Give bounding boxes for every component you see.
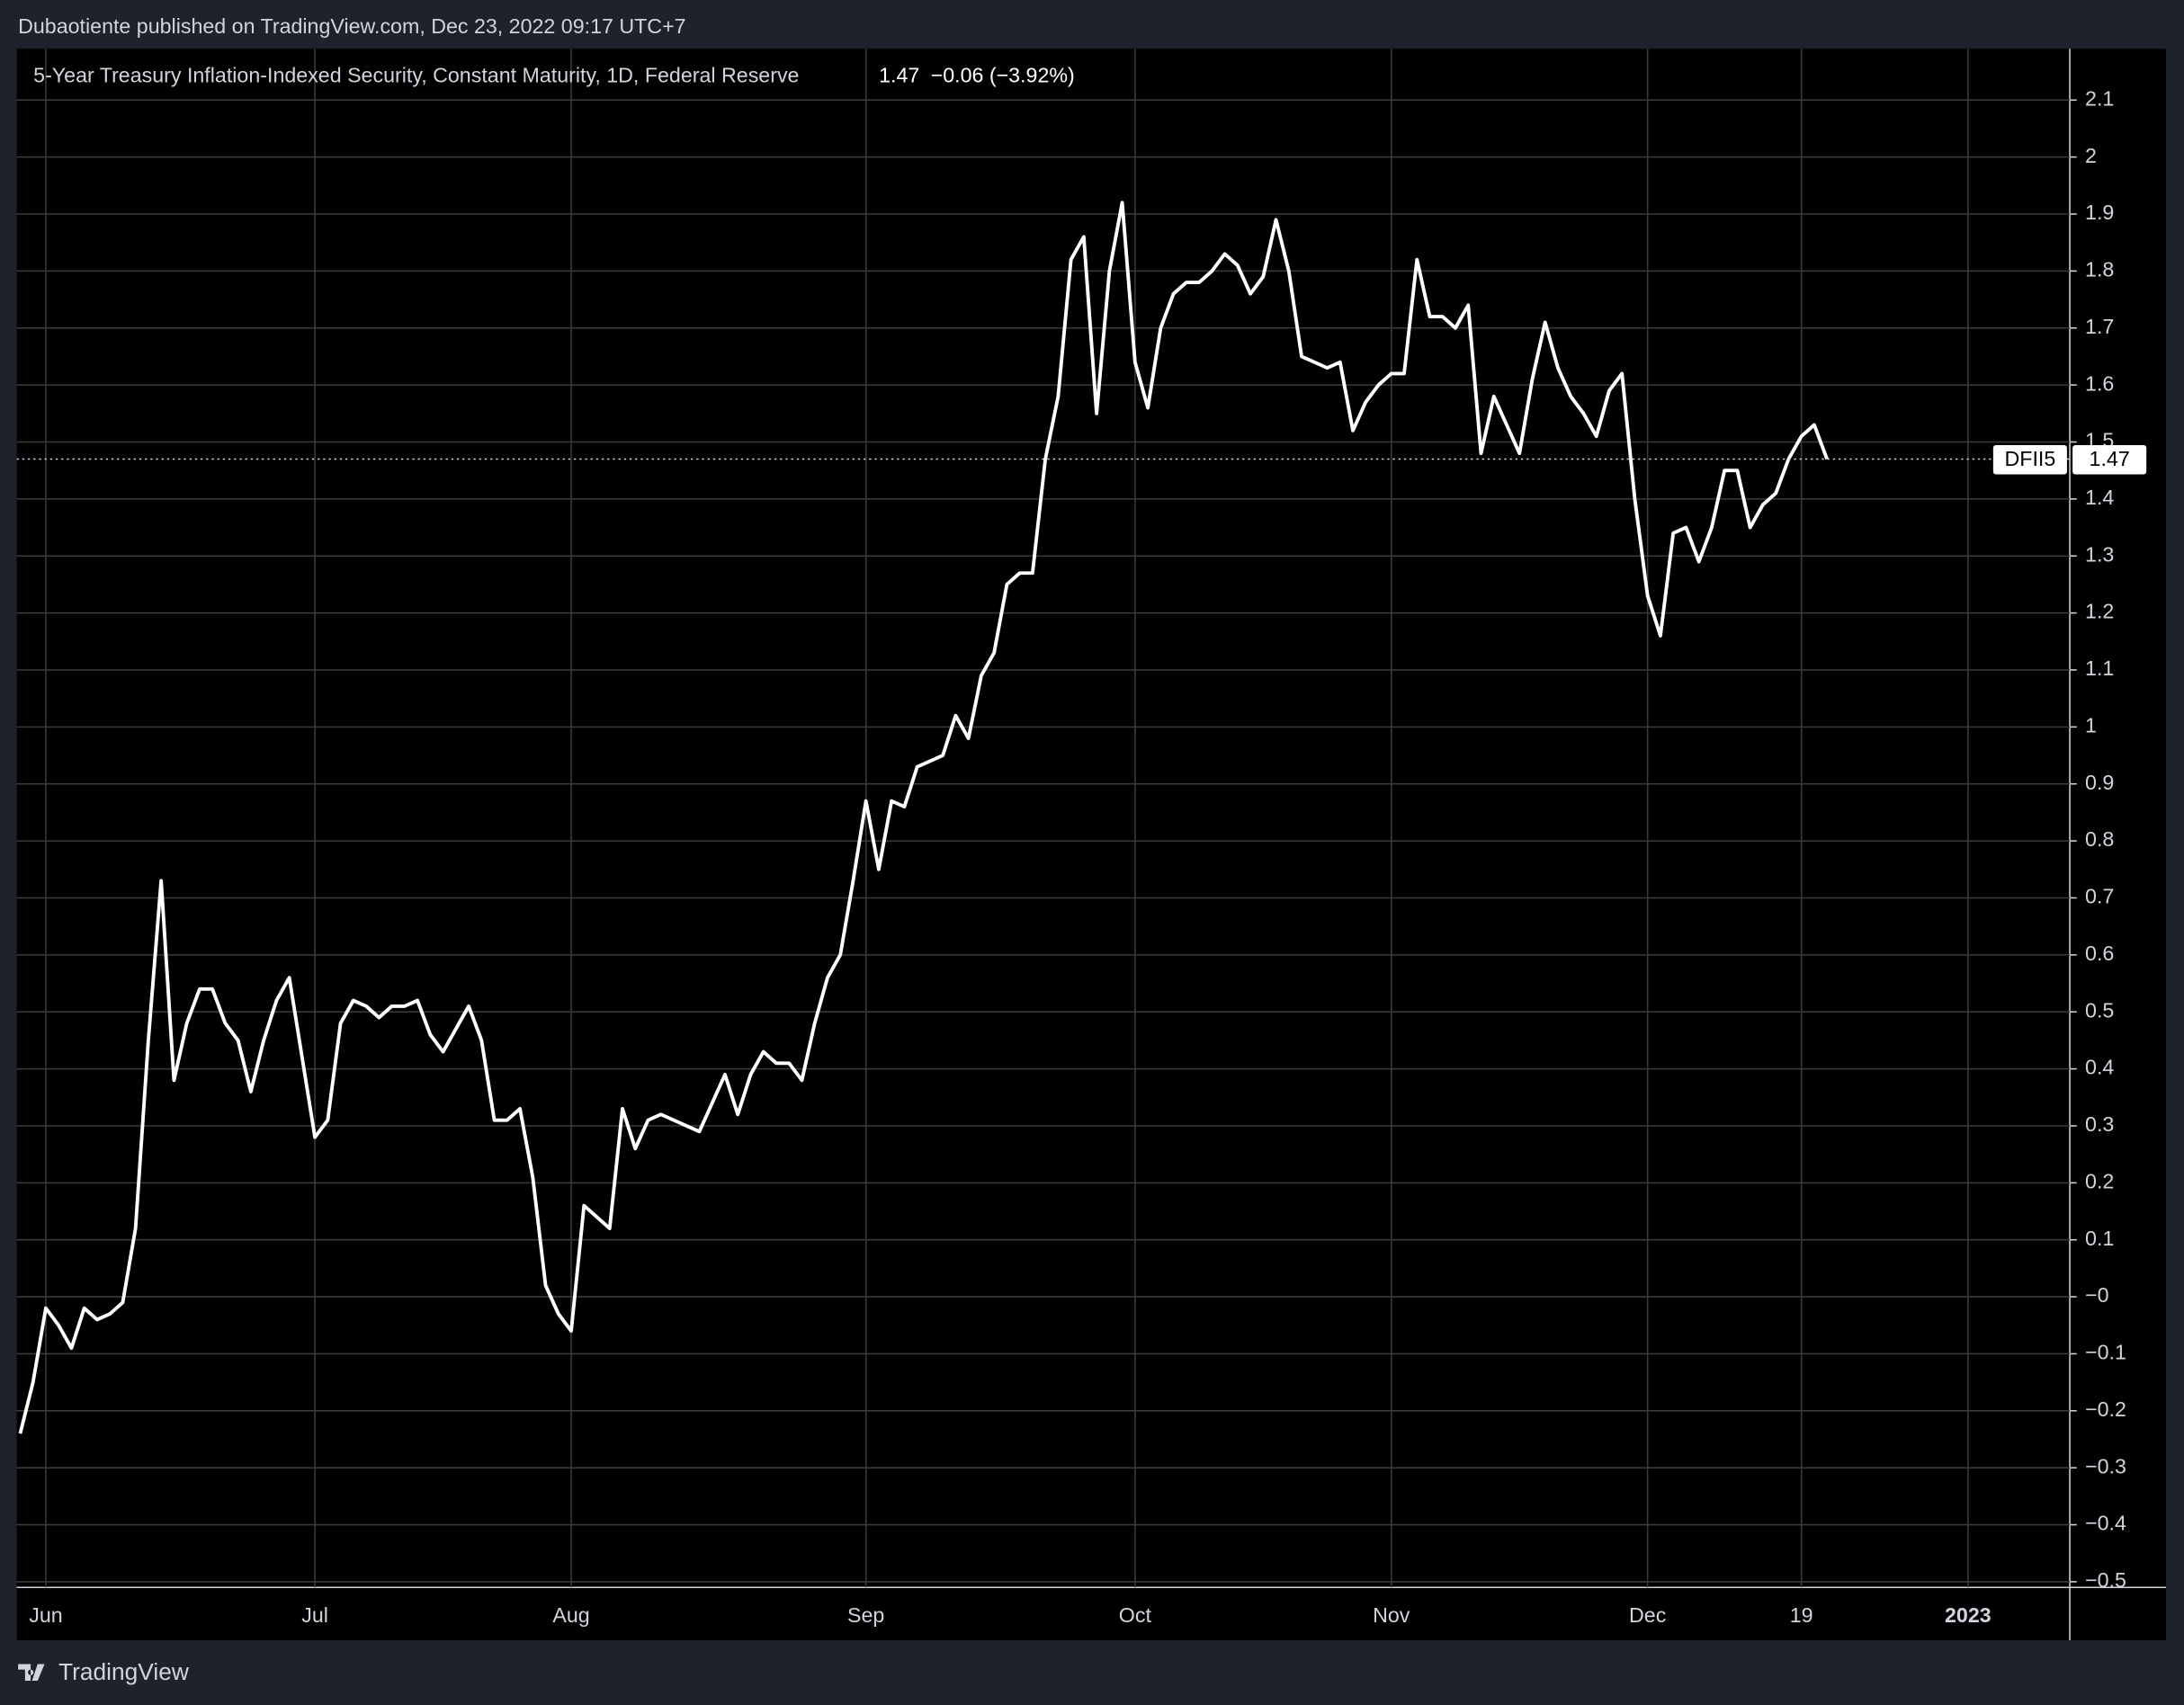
y-tick-label: −0 — [2085, 1283, 2108, 1307]
x-tick-label: Oct — [1119, 1603, 1152, 1627]
price-tag — [2072, 445, 2147, 475]
x-tick-label: Jul — [301, 1603, 328, 1627]
y-tick-label: 2 — [2085, 144, 2097, 167]
y-tick-label: 1.8 — [2085, 258, 2114, 281]
y-tick-label: 1.2 — [2085, 600, 2114, 623]
y-tick-label: −0.4 — [2085, 1512, 2126, 1535]
x-tick-label: 19 — [1790, 1603, 1813, 1627]
x-tick-label: Aug — [552, 1603, 589, 1627]
logo-icon — [18, 1664, 45, 1682]
y-tick-label: 0.3 — [2085, 1112, 2114, 1136]
y-tick-label: 1.9 — [2085, 201, 2114, 224]
y-tick-label: 0.8 — [2085, 827, 2114, 851]
y-tick-label: 1.6 — [2085, 371, 2114, 395]
change: −0.06 (−3.92%) — [931, 63, 1075, 86]
x-tick-label: Sep — [847, 1603, 884, 1627]
y-tick-label: 0.1 — [2085, 1227, 2114, 1250]
y-tick-label: −0.1 — [2085, 1341, 2126, 1364]
symbol-tag — [1992, 445, 2067, 475]
y-tick-label: 1 — [2085, 713, 2097, 736]
time-axis — [16, 1587, 2071, 1641]
y-tick-label: 1.4 — [2085, 486, 2114, 509]
y-tick-label: 0.6 — [2085, 942, 2114, 965]
brand: TradingView — [58, 1658, 190, 1685]
y-tick-label: 0.2 — [2085, 1169, 2114, 1192]
series-line — [18, 201, 1829, 1434]
y-tick-label: 0.4 — [2085, 1056, 2114, 1079]
y-tick-label: 0.7 — [2085, 885, 2114, 908]
y-tick-label: −0.2 — [2085, 1397, 2126, 1421]
y-tick-label: −0.3 — [2085, 1454, 2126, 1477]
publish-info: Dubaotiente published on TradingView.com… — [18, 14, 685, 38]
series-title: 5-Year Treasury Inflation-Indexed Securi… — [33, 63, 799, 86]
x-tick-label: 2023 — [1945, 1603, 1992, 1627]
x-tick-label: Nov — [1373, 1603, 1410, 1627]
x-tick-label: Dec — [1629, 1603, 1666, 1627]
plot-area — [16, 49, 2071, 1588]
x-tick-label: Jun — [29, 1603, 62, 1627]
symbol-tag-text: DFII5 — [2005, 447, 2056, 470]
y-tick-label: 1.3 — [2085, 542, 2114, 566]
grid — [16, 49, 2071, 1588]
y-tick-label: 0.9 — [2085, 771, 2114, 794]
y-tick-label: −0.5 — [2085, 1568, 2126, 1592]
y-tick-label: 1.7 — [2085, 315, 2114, 338]
price-axis — [2070, 49, 2166, 1641]
last-value: 1.47 — [879, 63, 919, 86]
logo: TradingView — [18, 1658, 190, 1685]
y-tick-label: 1.1 — [2085, 656, 2114, 680]
y-tick-label: 2.1 — [2085, 86, 2114, 110]
y-tick-label: 0.5 — [2085, 998, 2114, 1022]
plot — [16, 201, 2071, 1434]
price-tag-text: 1.47 — [2090, 447, 2130, 470]
